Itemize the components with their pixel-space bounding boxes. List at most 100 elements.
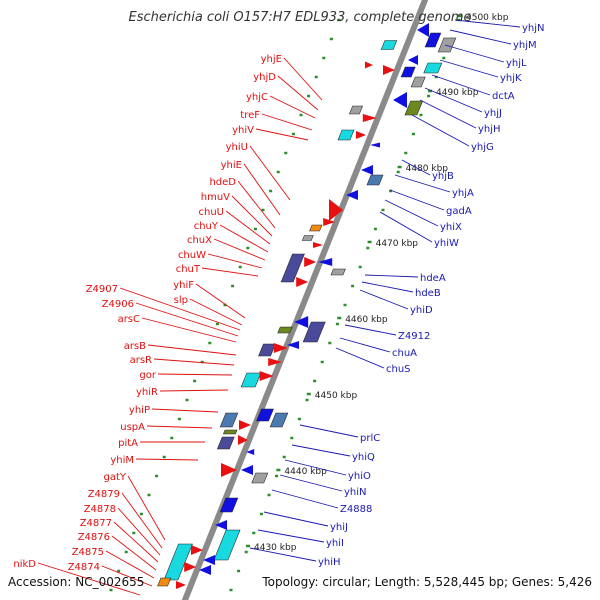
scale-label: 4500 kbp (466, 13, 509, 23)
gene-feature (215, 520, 227, 530)
leader-line (231, 195, 273, 237)
leader-line (344, 324, 397, 336)
leader-line (151, 408, 219, 413)
gene-label-Z4912: Z4912 (344, 324, 430, 342)
gene-label-yhiE: yhiE (221, 160, 281, 216)
gene-feature (191, 545, 203, 555)
gene-feature-shape (216, 436, 235, 450)
gene-feature-shape (400, 66, 416, 78)
gene-feature (410, 76, 426, 88)
gene-label-yhjA: yhjA (394, 174, 474, 199)
gene-feature-shape (318, 258, 333, 266)
leader-line (153, 358, 235, 366)
gene-name: Z4888 (340, 504, 372, 515)
leader-line (279, 474, 343, 492)
leader-line (111, 535, 157, 571)
gene-feature (256, 408, 274, 422)
gene-feature-shape (309, 224, 323, 232)
gene-name: yhjL (506, 58, 527, 69)
gene-label-chuU: chuU (199, 207, 271, 245)
gene-label-yhjJ: yhjJ (424, 87, 502, 119)
gene-label-yhjK: yhjK (439, 59, 522, 84)
gene-name: yhiW (434, 238, 459, 249)
gene-feature (313, 242, 323, 248)
gene-label-hdeB: hdeB (361, 281, 441, 299)
leader-line (277, 75, 319, 111)
gene-name: yhiD (410, 305, 433, 316)
gene-label-yhjH: yhjH (419, 99, 501, 135)
scale-label: 4440 kbp (284, 467, 327, 477)
gene-name: yhiJ (330, 522, 348, 533)
gene-label-hdeA: hdeA (364, 273, 446, 284)
gene-label-yhiI: yhiI (257, 529, 344, 549)
gene-name: yhjE (261, 54, 282, 65)
gene-feature (346, 190, 358, 200)
gene-feature-shape (329, 199, 343, 221)
leader-line (271, 489, 339, 509)
gene-feature (258, 343, 276, 357)
gene-feature-shape (417, 23, 429, 37)
gene-name: yhjA (452, 188, 474, 199)
gene-name: gatY (103, 472, 126, 483)
gene-feature-shape (258, 343, 276, 357)
gene-label-yhiW: yhiW (379, 211, 459, 249)
gene-feature (157, 577, 172, 587)
gene-label-arsR: arsR (130, 355, 235, 366)
leader-line (105, 550, 155, 579)
gene-name: yhjJ (484, 108, 502, 119)
gene-feature (365, 61, 373, 69)
gene-label-Z4877: Z4877 (80, 518, 159, 563)
gene-name: Z4878 (84, 504, 116, 515)
gene-label-yhjE: yhjE (261, 54, 323, 101)
gene-feature (318, 258, 333, 266)
scale-label: 4460 kbp (345, 315, 388, 325)
gene-label-yhjD: yhjD (253, 72, 319, 111)
gene-label-gor: gor (139, 370, 233, 381)
gene-name: Z4906 (102, 299, 134, 310)
gene-name: yhiH (318, 557, 341, 568)
gene-feature-shape (246, 449, 255, 455)
gene-name: gor (139, 370, 156, 381)
leader-line (141, 317, 237, 343)
gene-name: Z4877 (80, 518, 112, 529)
gene-feature-shape (176, 581, 186, 589)
gene-feature (400, 66, 416, 78)
gene-name: Z4879 (88, 489, 120, 500)
gene-feature-shape (330, 268, 346, 276)
leader-line (439, 59, 499, 78)
gene-feature-shape (365, 61, 373, 69)
gene-feature-shape (346, 190, 358, 200)
accession-text: Accession: NC_002655 (8, 575, 145, 589)
gene-feature-shape (191, 545, 203, 555)
gene-name: yhiO (348, 471, 371, 482)
gene-label-yhiH: yhiH (249, 547, 341, 568)
gene-feature-shape (410, 76, 426, 88)
gene-feature (370, 142, 380, 148)
gene-feature-shape (277, 326, 293, 334)
leader-line (135, 302, 239, 337)
gene-name: yhiM (110, 455, 134, 466)
gene-feature (199, 565, 211, 575)
gene-name: yhjM (513, 40, 537, 51)
gene-name: yhjD (253, 72, 276, 83)
leader-line (207, 253, 263, 269)
gene-name: Z4876 (78, 532, 110, 543)
leader-line (249, 145, 291, 201)
leader-line (147, 344, 237, 356)
gene-name: yhiI (326, 538, 344, 549)
leader-line (117, 507, 161, 556)
gene-feature (408, 55, 418, 65)
gene-label-yhjL: yhjL (444, 44, 527, 69)
gene-feature-shape (268, 358, 283, 366)
gene-feature-shape (337, 129, 355, 141)
leader-line (101, 565, 153, 587)
gene-feature (163, 543, 193, 581)
gene-feature (393, 92, 407, 108)
gene-label-chuT: chuT (176, 264, 259, 277)
leader-line (249, 547, 317, 562)
gene-feature (302, 321, 326, 343)
gene-feature (424, 32, 442, 48)
leader-line (237, 180, 276, 229)
gene-feature-shape (404, 100, 424, 116)
gene-feature (280, 253, 305, 283)
